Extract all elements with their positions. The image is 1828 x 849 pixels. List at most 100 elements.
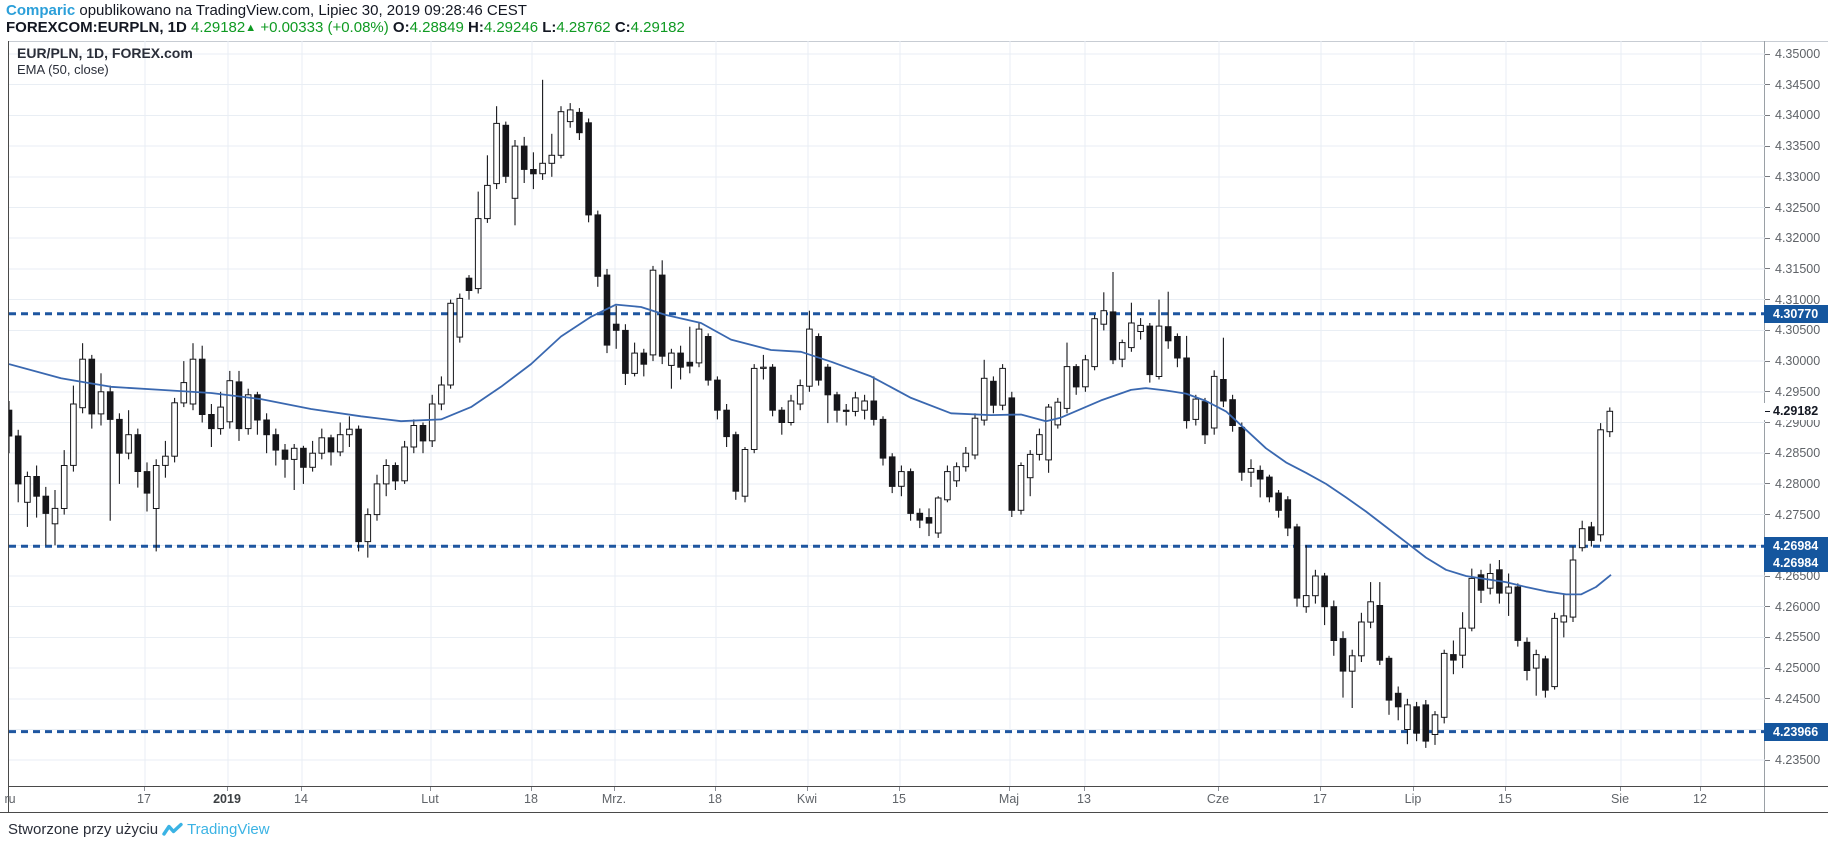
attribution-text: Stworzone przy użyciu <box>8 821 159 838</box>
price-tick <box>1765 114 1770 116</box>
ema-line <box>9 303 1612 596</box>
price-tick-label: 4.23500 <box>1775 753 1821 768</box>
open-label: O: <box>392 19 410 36</box>
price-tick-label: 4.33500 <box>1775 139 1821 154</box>
legend-symbol-title[interactable]: EUR/PLN, 1D, FOREX.com <box>17 45 193 61</box>
price-tick <box>1765 84 1770 86</box>
time-tick-label: 18 <box>524 792 538 806</box>
price-tick-label: 4.28000 <box>1775 476 1821 491</box>
price-tick-label: 4.32000 <box>1775 231 1821 246</box>
time-tick <box>807 787 808 791</box>
time-tick <box>899 787 900 791</box>
time-tick <box>301 787 302 791</box>
time-tick-label: Kwi <box>796 792 818 806</box>
time-tick <box>614 787 615 791</box>
price-tick <box>1765 145 1770 147</box>
chart-legend: EUR/PLN, 1D, FOREX.com EMA (50, close) <box>17 45 193 78</box>
price-tick-label: 4.29500 <box>1775 384 1821 399</box>
price-axis-separator <box>1764 41 1765 812</box>
time-tick-label: 17 <box>137 792 151 806</box>
time-tick-label: Lut <box>421 792 439 806</box>
price-tick-label: 4.30500 <box>1775 323 1821 338</box>
attribution: Stworzone przy użyciu TradingView <box>8 821 270 838</box>
price-tick <box>1765 514 1770 516</box>
price-tick-label: 4.27500 <box>1775 507 1821 522</box>
price-tick-label: 4.33000 <box>1775 169 1821 184</box>
price-tick <box>1765 667 1770 669</box>
price-tick-label: 4.34500 <box>1775 77 1821 92</box>
time-tick-label: 17 <box>1313 792 1327 806</box>
price-tick-label: 4.32500 <box>1775 200 1821 215</box>
plot-top-border <box>8 41 1828 42</box>
price-tick <box>1765 237 1770 239</box>
grid <box>9 41 1765 786</box>
time-tick <box>430 787 431 791</box>
time-tick <box>1700 787 1701 791</box>
level-price-badge: 4.26984 <box>1764 537 1828 556</box>
tradingview-logo-icon <box>162 822 183 836</box>
time-tick-label: 12 <box>1693 792 1707 806</box>
price-tick <box>1765 391 1770 393</box>
symbol-name: FOREXCOM:EURPLN, 1D <box>6 19 187 36</box>
time-tick-label: 13 <box>1077 792 1091 806</box>
time-tick <box>1084 787 1085 791</box>
last-price-label: 4.29182 <box>1764 402 1828 420</box>
price-tick-label: 4.25000 <box>1775 661 1821 676</box>
time-tick <box>1413 787 1414 791</box>
level-price-badge: 4.26984 <box>1764 554 1828 573</box>
close-label: C: <box>614 19 631 36</box>
time-tick-label: 2019 <box>213 792 241 806</box>
price-tick-label: 4.31000 <box>1775 292 1821 307</box>
low-label: L: <box>542 19 557 36</box>
price-tick-label: 4.26500 <box>1775 569 1821 583</box>
price-tick <box>1765 176 1770 178</box>
price-tick-label: 4.25500 <box>1775 630 1821 645</box>
author-link[interactable]: Comparic <box>6 2 76 19</box>
time-axis[interactable]: ru 17 2019 14 Lut 18 Mrz. 18 Kwi 15 Maj 13 Cze 17 Lip 1… <box>0 787 1828 812</box>
tradingview-link[interactable]: TradingView <box>187 821 270 838</box>
time-tick-label: Maj <box>998 792 1020 806</box>
time-tick-label: Cze <box>1206 792 1230 806</box>
time-tick <box>144 787 145 791</box>
price-tick <box>1765 268 1770 270</box>
open-value: 4.28849 <box>409 19 464 36</box>
price-tick <box>1765 483 1770 485</box>
candles-group <box>9 79 1614 748</box>
price-tick-label: 4.28500 <box>1775 446 1821 461</box>
price-tick-label: 4.31500 <box>1775 261 1821 276</box>
price-tick <box>1765 606 1770 608</box>
price-tick <box>1765 422 1770 423</box>
price-tick-label: 4.35000 <box>1775 47 1821 61</box>
price-tick <box>1765 360 1770 362</box>
price-tick <box>1765 207 1770 208</box>
time-tick-label: Sie <box>1610 792 1630 806</box>
time-tick <box>1320 787 1321 791</box>
time-tick-label: 14 <box>294 792 308 806</box>
time-tick <box>531 787 532 791</box>
price-tick-label: 4.26000 <box>1775 599 1821 614</box>
time-tick <box>715 787 716 791</box>
time-tick-label: Mrz. <box>601 792 627 806</box>
price-tick <box>1765 759 1770 761</box>
time-tick-label: Lip <box>1404 792 1422 806</box>
time-tick <box>227 787 228 791</box>
time-tick <box>1218 787 1219 791</box>
price-tick <box>1765 452 1770 454</box>
legend-ema-indicator[interactable]: EMA (50, close) <box>17 62 109 77</box>
time-tick <box>1505 787 1506 791</box>
publish-text: opublikowano na TradingView.com, Lipiec … <box>75 2 527 19</box>
price-tick-label: 4.24500 <box>1775 691 1821 706</box>
price-chart-canvas[interactable] <box>9 41 1765 786</box>
high-value: 4.29246 <box>483 19 539 36</box>
price-tick <box>1765 329 1770 331</box>
time-tick-label: 18 <box>708 792 722 806</box>
time-tick-label: ru <box>4 792 16 806</box>
price-axis[interactable]: 4.35000 4.34500 4.34000 4.33500 4.33000 4.325… <box>1764 41 1828 786</box>
time-axis-bottom-border <box>0 812 1828 813</box>
time-tick-label: 15 <box>1498 792 1512 806</box>
price-tick <box>1765 636 1770 638</box>
chart-header: Comparic opublikowano na TradingView.com… <box>6 2 685 37</box>
high-label: H: <box>468 19 484 36</box>
quote-line: FOREXCOM:EURPLN, 1D 4.29182▲ +0.00333 (+… <box>6 19 685 37</box>
